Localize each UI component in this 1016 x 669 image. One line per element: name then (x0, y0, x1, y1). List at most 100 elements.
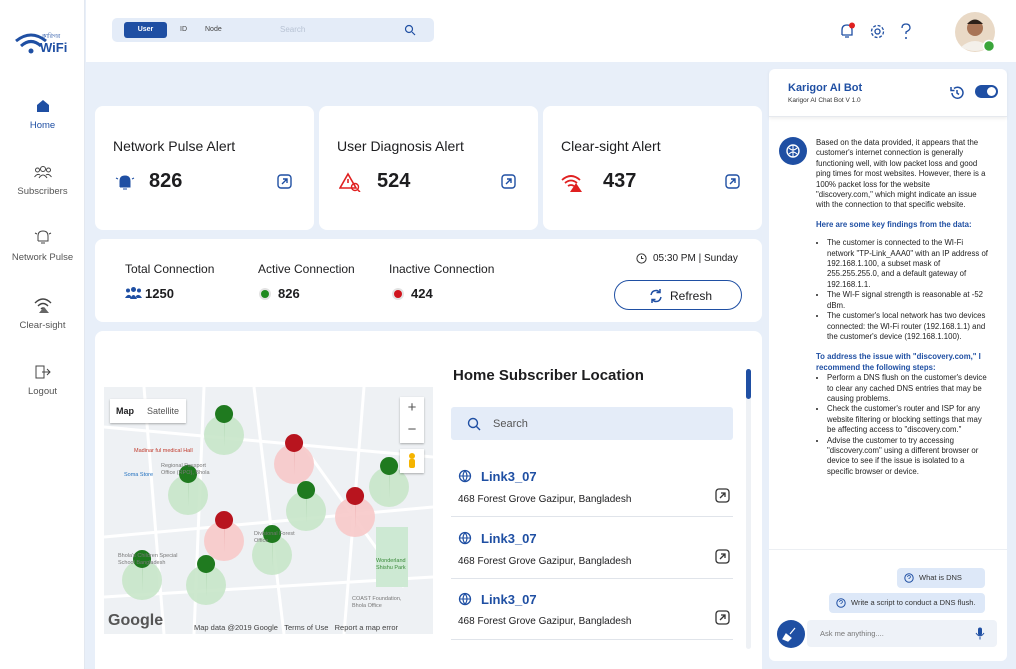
open-link-icon[interactable] (715, 610, 730, 625)
map-canvas (104, 387, 433, 634)
nav-label[interactable]: Subscribers (17, 186, 68, 197)
graphic (380, 457, 399, 499)
logo-text: WiFi (40, 40, 68, 55)
search-placeholder[interactable]: Search (280, 25, 306, 34)
chat-list: The customer is connected to the WI-Fi n… (816, 238, 988, 342)
graphic (841, 24, 853, 38)
nav-label[interactable]: Clear-sight (19, 320, 66, 331)
alert-card: Network Pulse Alert 826 (95, 106, 314, 230)
graphic (982, 39, 996, 53)
nav-label[interactable]: Home (29, 120, 56, 131)
map-place: Regional Passport Office (RPO), Bhola (161, 463, 210, 476)
graphic (411, 31, 416, 36)
nav-logout[interactable]: Logout (0, 364, 85, 397)
chat-list-item: The customer is connected to the WI-Fi n… (827, 238, 988, 290)
top-bar: User ID Node Search (86, 0, 1016, 62)
street-view[interactable] (400, 449, 424, 473)
clear-chat-button[interactable] (777, 620, 805, 648)
map-tab[interactable]: Map (116, 406, 134, 416)
search-tab[interactable]: Node (205, 26, 222, 33)
avatar[interactable] (954, 11, 998, 55)
graphic (263, 525, 282, 567)
suggestion-chip[interactable]: Write a script to conduct a DNS flush. (829, 593, 985, 613)
search-bar[interactable]: User ID Node Search (112, 18, 434, 42)
suggestion-chip[interactable]: What is DNS flush. (897, 568, 985, 602)
open-link-icon[interactable] (501, 174, 516, 189)
notification-icon[interactable] (838, 22, 856, 40)
nav-label[interactable]: Logout (27, 386, 58, 397)
search-tab[interactable]: ID (180, 26, 187, 33)
graphic (197, 555, 216, 597)
open-link-icon[interactable] (725, 174, 740, 189)
suggestion-text[interactable]: Write a script to conduct a DNS flush. (851, 598, 976, 607)
divider (769, 549, 1007, 550)
graphic (870, 24, 885, 39)
map-place: Madinar ful medical Hall (134, 448, 193, 454)
location-item[interactable]: Link3_07 468 Forest Grove Gazipur, Bangl… (451, 584, 733, 640)
map-tab[interactable]: Satellite (147, 406, 180, 416)
chat-list-item: The WI-F signal strength is reasonable a… (827, 290, 988, 311)
zoom-in[interactable]: + (407, 399, 417, 416)
graphic (719, 553, 726, 560)
graphic (782, 627, 796, 642)
refresh-label[interactable]: Refresh (670, 289, 713, 303)
map-report[interactable]: Report a map error (334, 623, 398, 632)
graphic (904, 573, 914, 583)
settings-icon[interactable] (869, 23, 886, 40)
graphic (459, 470, 471, 483)
connection-count: 1250 (125, 286, 174, 301)
chat-input-placeholder[interactable]: Ask me anything.... (820, 629, 884, 638)
search-tab[interactable]: User (124, 22, 167, 38)
graphic (904, 573, 914, 583)
chat-input[interactable]: Ask me anything.... (807, 620, 997, 647)
graphic (125, 294, 142, 299)
nav-home[interactable]: Home (0, 98, 85, 131)
map-type-toggle[interactable]: Map Satellite (110, 399, 187, 423)
open-link-icon[interactable] (277, 174, 292, 189)
graphic (950, 86, 964, 99)
zoom-controls[interactable]: + − (400, 397, 424, 443)
open-link-icon[interactable] (715, 549, 730, 564)
nav-network-pulse[interactable]: Network Pulse (0, 228, 85, 263)
scrollbar[interactable] (746, 369, 751, 649)
graphic (458, 469, 472, 483)
toggle[interactable] (975, 85, 998, 98)
help-icon[interactable] (900, 23, 912, 40)
graphic (746, 369, 751, 399)
map-terms[interactable]: Terms of Use (284, 623, 329, 632)
history-icon[interactable] (949, 85, 965, 101)
graphic (392, 288, 404, 300)
location-item[interactable]: Link3_07 468 Forest Grove Gazipur, Bangl… (451, 461, 733, 517)
graphic (907, 575, 911, 579)
sidebar: কারিগর WiFi Home Subscribers Network Pul… (0, 0, 85, 669)
zoom-out[interactable]: − (407, 421, 417, 438)
nav-label[interactable]: Network Pulse (11, 252, 74, 263)
logo-icon (15, 33, 47, 54)
alert-title: Clear-sight Alert (561, 138, 661, 154)
alert-icon (115, 175, 135, 190)
nav-subscribers[interactable]: Subscribers (0, 164, 85, 197)
graphic (650, 289, 662, 303)
chat-heading: To address the issue with "discovery.com… (816, 352, 981, 372)
mic-icon[interactable] (975, 627, 985, 640)
time-label: 05:30 PM | Sunday (653, 253, 738, 264)
location-name[interactable]: Link3_07 (481, 592, 537, 607)
open-link-icon[interactable] (715, 488, 730, 503)
graphic (570, 183, 582, 192)
location-name[interactable]: Link3_07 (481, 469, 537, 484)
graphic (651, 289, 661, 303)
graphic (125, 287, 142, 299)
graphic (38, 307, 49, 313)
location-name[interactable]: Link3_07 (481, 531, 537, 546)
graphic (409, 459, 415, 468)
refresh-button[interactable]: Refresh (614, 280, 742, 310)
graphic (259, 288, 271, 300)
location-search-placeholder[interactable]: Search (493, 418, 528, 430)
location-search[interactable]: Search (451, 407, 733, 440)
graphic (35, 365, 51, 379)
map[interactable]: Map Satellite + − Madinar ful medical Ha… (104, 387, 433, 634)
location-item[interactable]: Link3_07 468 Forest Grove Gazipur, Bangl… (451, 523, 733, 579)
search-icon[interactable] (404, 24, 416, 36)
graphic (137, 288, 141, 293)
nav-clear-sight[interactable]: Clear-sight (0, 296, 85, 331)
